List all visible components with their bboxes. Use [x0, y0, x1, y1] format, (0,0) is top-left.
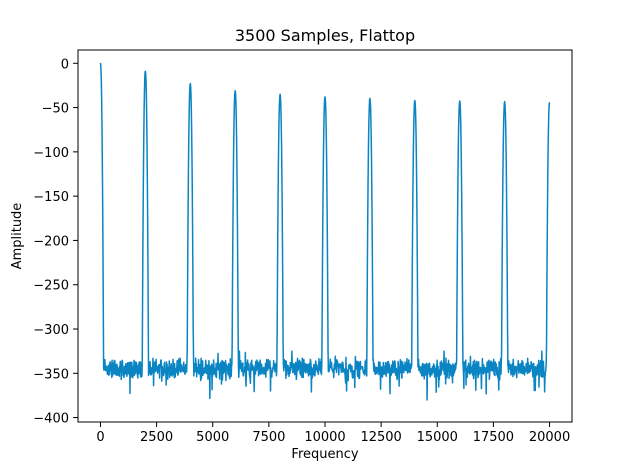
- x-tick-label: 2500: [140, 430, 173, 445]
- y-tick-label: −150: [33, 190, 69, 205]
- y-tick-label: 0: [61, 57, 69, 72]
- x-tick-label: 17500: [473, 430, 514, 445]
- x-tick-label: 20000: [529, 430, 570, 445]
- x-tick-label: 10000: [304, 430, 345, 445]
- y-tick-label: −350: [33, 367, 69, 382]
- x-tick-label: 7500: [252, 430, 285, 445]
- y-axis-ticks: 0 −50 −100 −150 −200 −250 −300 −350 −400: [33, 57, 78, 427]
- x-axis-ticks: 0 2500 5000 7500 10000 12500 15000 17500 20000: [96, 422, 570, 445]
- plot-area: [77, 49, 573, 423]
- x-axis-label: Frequency: [291, 447, 358, 462]
- y-tick-label: −50: [42, 102, 69, 117]
- x-tick-label: 15000: [417, 430, 458, 445]
- series-line: [99, 62, 551, 401]
- y-tick-label: −300: [33, 323, 69, 338]
- y-tick-label: −100: [33, 146, 69, 161]
- x-tick-label: 0: [96, 430, 104, 445]
- x-tick-label: 5000: [196, 430, 229, 445]
- x-tick-label: 12500: [360, 430, 401, 445]
- y-tick-label: −400: [33, 412, 69, 427]
- y-axis-label: Amplitude: [10, 203, 25, 270]
- y-tick-label: −200: [33, 234, 69, 249]
- chart-title: 3500 Samples, Flattop: [235, 26, 415, 45]
- y-tick-label: −250: [33, 279, 69, 294]
